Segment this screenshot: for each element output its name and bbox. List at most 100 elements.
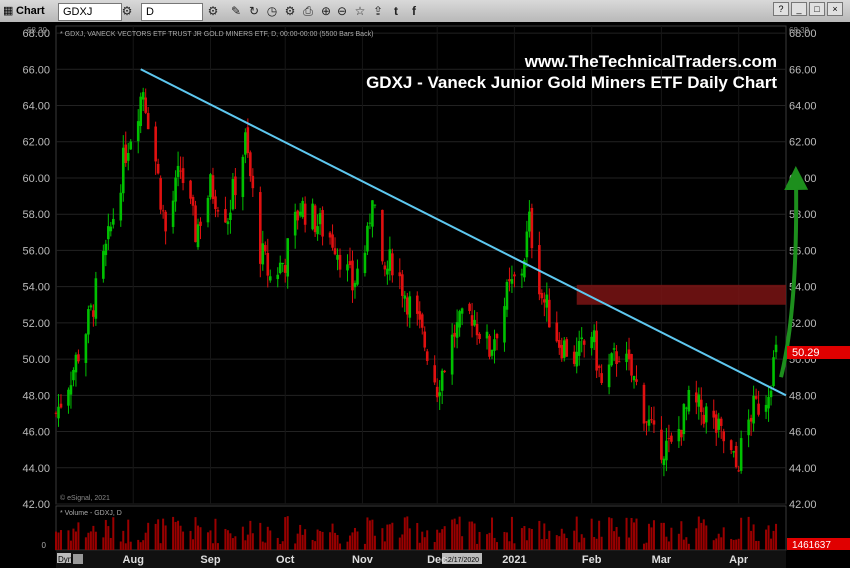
volume-bar (443, 526, 446, 550)
volume-bar (408, 528, 411, 550)
volume-bar (436, 529, 439, 550)
price-chart[interactable]: 42.00 44.00 46.00 48.00 50.00 52.00 54.00 56.00… (0, 22, 850, 568)
candle-body (545, 294, 549, 308)
volume-bar (351, 532, 354, 550)
candle-body (366, 225, 369, 252)
volume-bar (194, 517, 197, 550)
x-tick-label: Feb (582, 554, 602, 566)
interval-select[interactable]: D (141, 3, 203, 21)
volume-bar (366, 517, 369, 550)
twitter-icon[interactable]: t (394, 4, 398, 18)
volume-bar (530, 528, 533, 550)
candle-body (401, 274, 404, 296)
symbol-input[interactable]: GDXJ (58, 3, 122, 21)
candle-body (595, 330, 598, 371)
close-button[interactable]: × (827, 2, 843, 16)
candle-body (318, 213, 322, 225)
scroll-handle[interactable] (73, 554, 83, 564)
facebook-icon[interactable]: f (412, 4, 416, 18)
x-tick-label: Aug (123, 554, 144, 566)
volume-bar (593, 537, 596, 550)
candle-body (632, 375, 636, 381)
volume-bar (478, 531, 481, 550)
cursor-date: 12/17/2020 (444, 557, 479, 564)
volume-bar (199, 527, 202, 550)
volume-bar (735, 539, 738, 550)
volume-bar (57, 532, 60, 550)
y-tick-label: 48.00 (22, 390, 50, 402)
interval-settings-icon[interactable]: ⚙ (207, 4, 219, 18)
volume-bar (677, 533, 680, 550)
candle-body (685, 407, 688, 409)
candle-body (510, 279, 514, 284)
candle-body (470, 315, 474, 326)
candle-body (590, 336, 593, 349)
volume-bar (770, 538, 773, 550)
volume-bar (712, 540, 715, 550)
candle-body (572, 351, 576, 364)
refresh-icon[interactable]: ↻ (248, 4, 260, 18)
star-icon[interactable]: ☆ (354, 4, 366, 18)
volume-bar (192, 539, 195, 550)
candle-body (129, 141, 133, 150)
help-button[interactable]: ? (773, 2, 789, 16)
candle-body (667, 438, 671, 440)
candle-body (455, 322, 459, 338)
volume-bar (642, 543, 645, 550)
gear-icon[interactable]: ⚙ (284, 4, 296, 18)
zoom-icon[interactable]: ⊕ (320, 4, 332, 18)
share-icon[interactable]: ⇪ (372, 4, 384, 18)
volume-bar (189, 530, 192, 550)
candle-body (508, 279, 511, 282)
volume-bar (757, 540, 760, 550)
resistance-zone (576, 284, 786, 305)
maximize-button[interactable]: □ (809, 2, 825, 16)
clock-icon[interactable]: ◷ (266, 4, 278, 18)
candle-body (543, 299, 546, 303)
symbol-settings-icon[interactable]: ⚙ (121, 4, 133, 18)
candle-body (562, 340, 566, 358)
minimize-button[interactable]: _ (791, 2, 807, 16)
pencil-icon[interactable]: ✎ (230, 4, 242, 18)
candle-body (293, 211, 297, 236)
candle-body (249, 152, 252, 177)
volume-bar (334, 532, 337, 550)
candle-body (59, 403, 63, 408)
y-tick-label: 62.00 (789, 137, 817, 149)
cursor-date-box (442, 553, 482, 564)
volume-bar (438, 532, 441, 550)
y-tick-label: 66.00 (22, 64, 50, 76)
volume-bar (528, 528, 531, 550)
volume-bar (139, 542, 142, 550)
volume-bar (697, 516, 700, 550)
volume-bar (314, 541, 317, 550)
candle-body (488, 335, 491, 357)
volume-bar (177, 520, 180, 550)
candle-body (179, 170, 182, 172)
candle-body (216, 210, 220, 212)
y-tick-label: 58.00 (22, 209, 50, 221)
candle-body (652, 420, 656, 425)
candle-body (610, 353, 613, 366)
candle-body (121, 147, 125, 194)
volume-bar (685, 537, 688, 550)
volume-bar (421, 531, 424, 550)
volume-bar (573, 530, 576, 550)
candle-body (373, 204, 377, 206)
print-icon[interactable]: ⎙ (303, 4, 313, 18)
candle-body (702, 414, 706, 424)
volume-bar (700, 522, 703, 550)
volume-bar (583, 537, 586, 550)
volume-bar (264, 542, 267, 550)
candle-body (176, 165, 180, 177)
volume-bar (563, 533, 566, 550)
zoom-out-icon[interactable]: ⊖ (336, 4, 348, 18)
volume-bar (525, 540, 528, 550)
volume-bar (388, 524, 391, 550)
candle-body (662, 458, 666, 466)
volume-bar (493, 537, 496, 550)
candle-body (164, 211, 167, 232)
chart-title: GDXJ - Vaneck Junior Gold Miners ETF Dai… (366, 73, 777, 92)
dyn-button[interactable] (57, 553, 71, 563)
candle-body (77, 354, 80, 362)
